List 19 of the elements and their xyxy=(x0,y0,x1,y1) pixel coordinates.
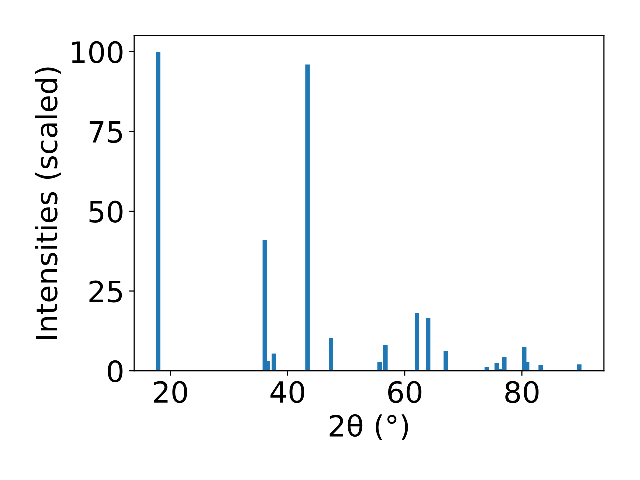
bar xyxy=(577,364,582,372)
x-tick-label: 20 xyxy=(154,381,188,404)
bar xyxy=(156,52,161,372)
x-tick-label: 40 xyxy=(270,381,304,404)
bar xyxy=(426,318,431,372)
x-tick-label: 60 xyxy=(388,381,422,404)
bar xyxy=(415,313,420,372)
y-tick-label: 100 xyxy=(72,41,123,64)
x-tick-label: 80 xyxy=(506,381,539,404)
bar xyxy=(502,357,507,372)
bar xyxy=(306,64,310,372)
bar xyxy=(329,338,334,372)
y-tick-label: 75 xyxy=(90,122,122,144)
bar xyxy=(272,354,276,372)
y-tick-label: 50 xyxy=(90,200,123,223)
x-axis-title: 2θ (°) xyxy=(330,414,408,441)
y-tick-label: 25 xyxy=(90,280,122,303)
y-tick-label: 0 xyxy=(108,360,123,383)
y-axis-title: Intensities (scaled) xyxy=(35,68,62,339)
